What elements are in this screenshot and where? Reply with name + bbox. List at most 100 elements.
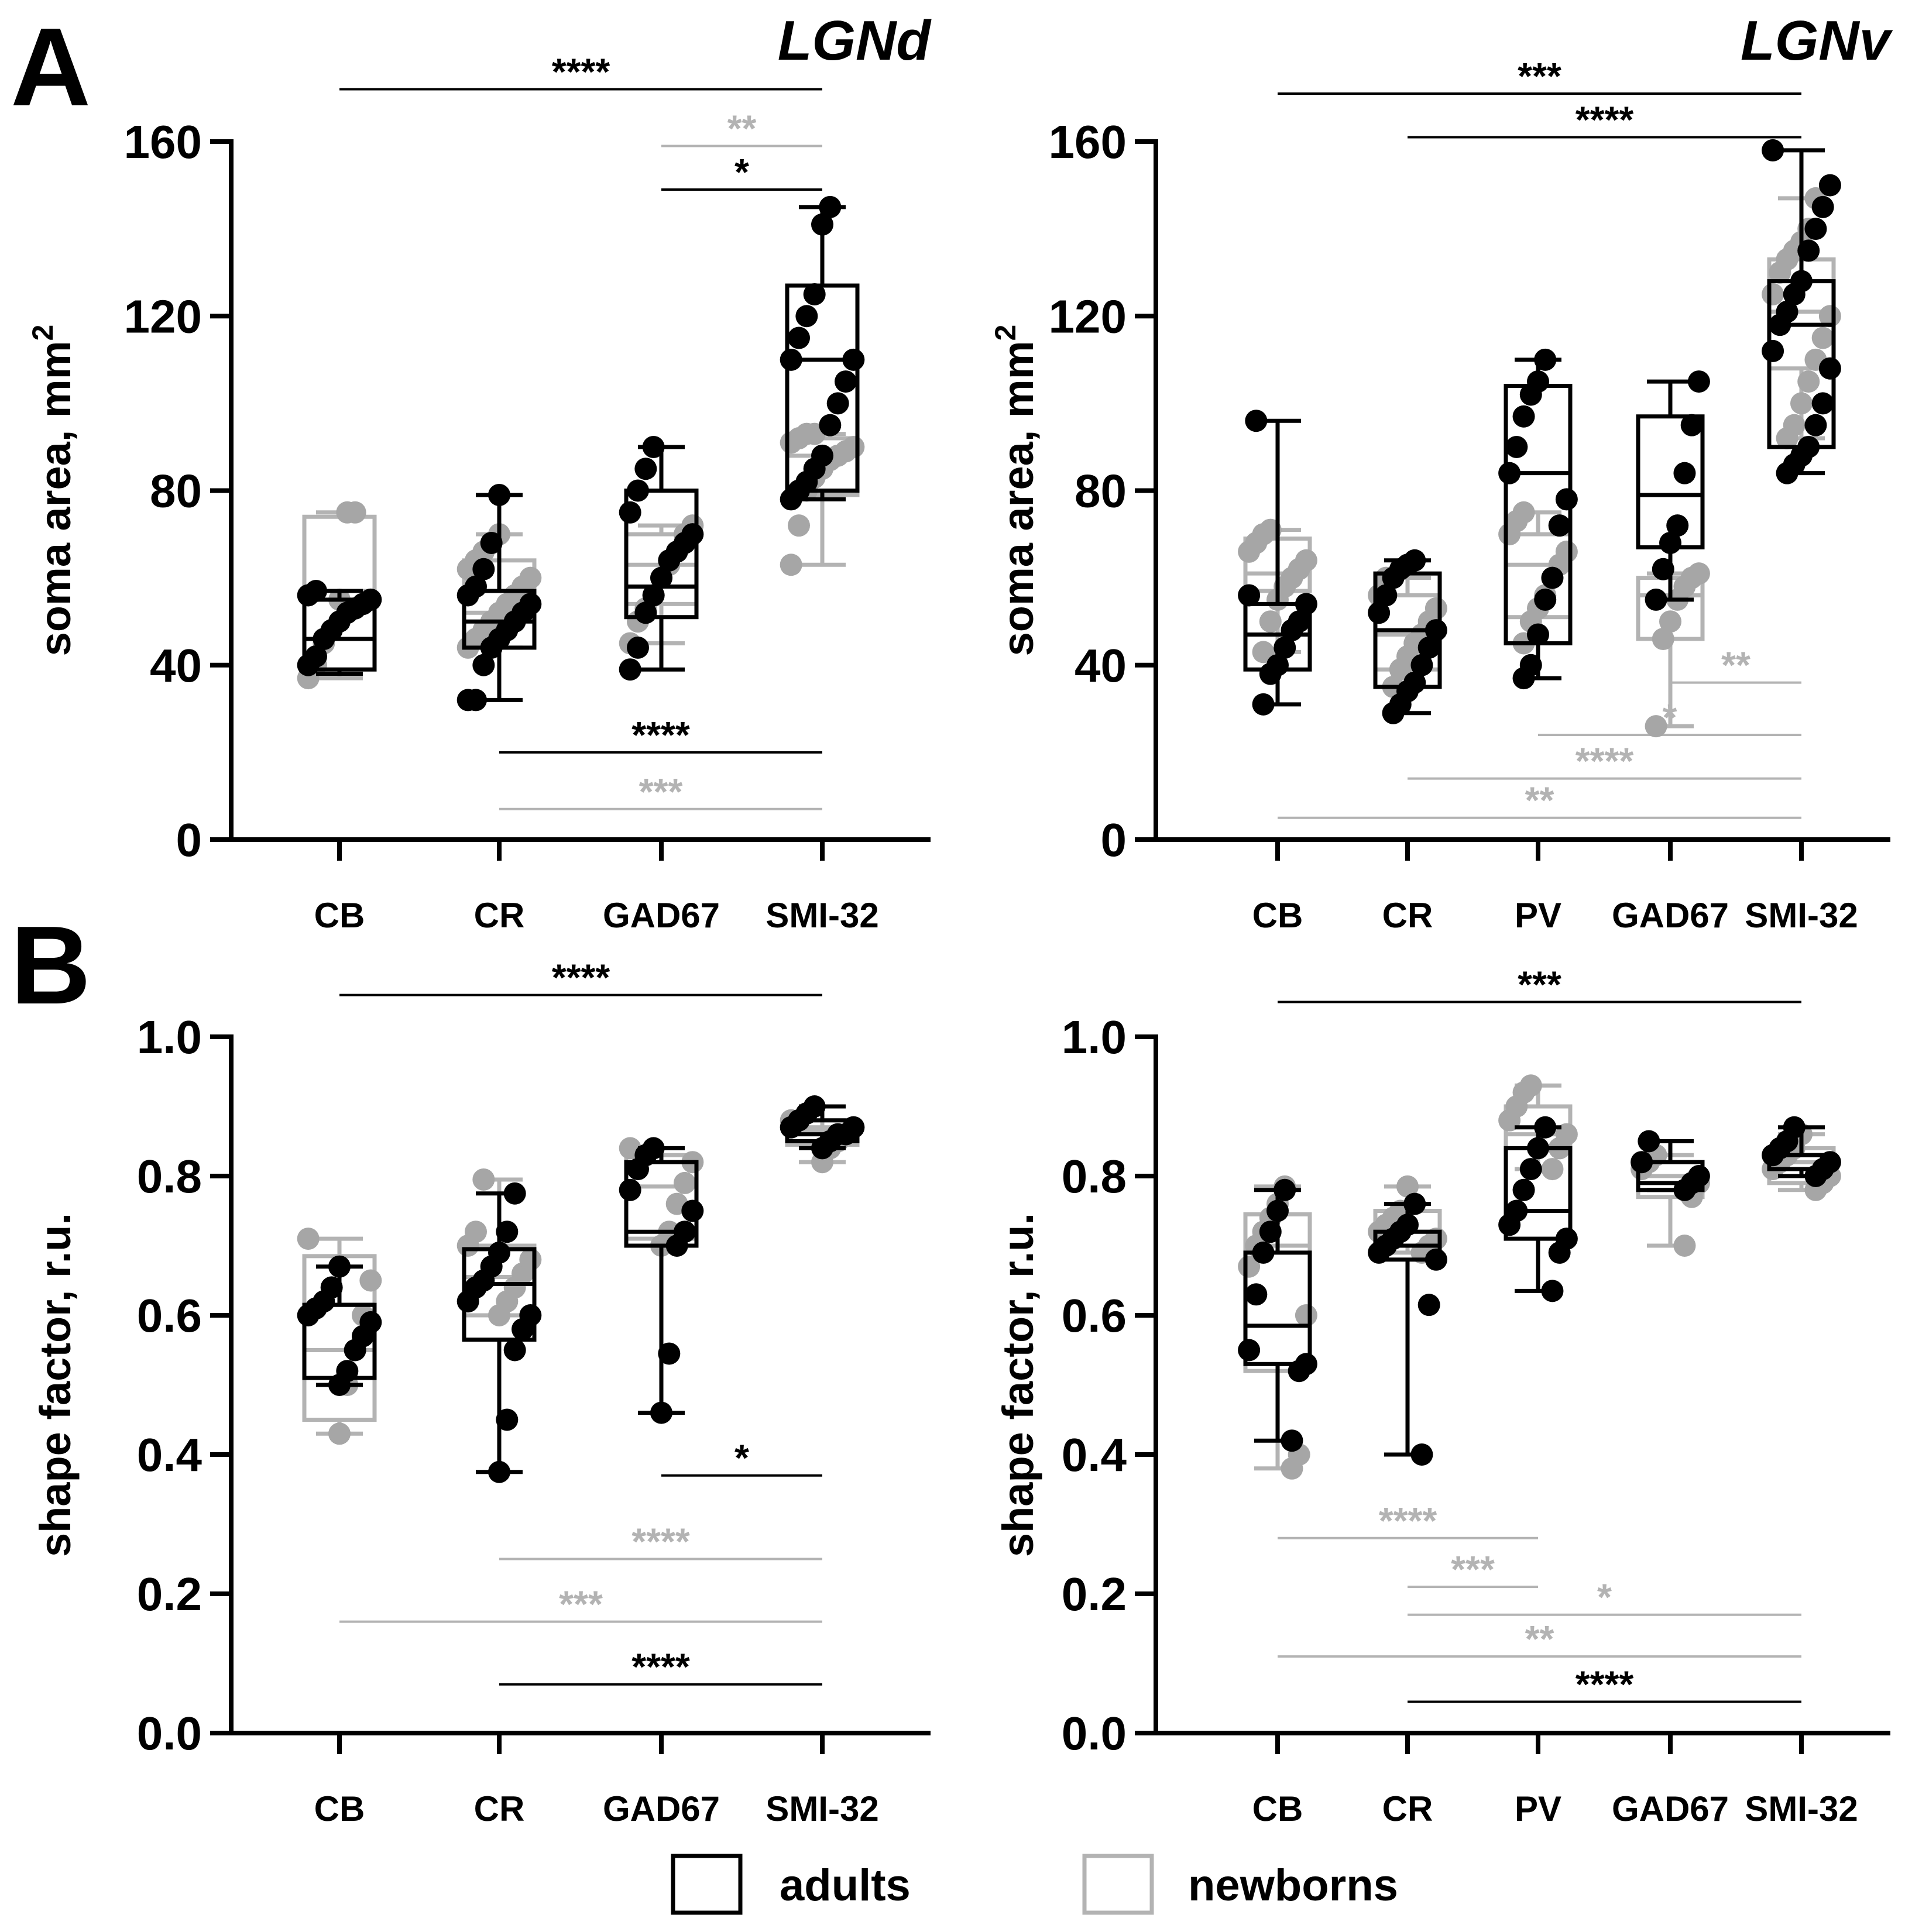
data-point <box>1238 1339 1261 1362</box>
data-point <box>803 1095 826 1118</box>
y-tick-label: 0.8 <box>1062 1150 1127 1202</box>
y-tick-label: 80 <box>1075 465 1127 517</box>
data-point <box>1811 326 1834 349</box>
data-point <box>1527 370 1549 393</box>
data-point <box>819 414 842 436</box>
data-point <box>1512 405 1535 428</box>
data-point <box>1274 636 1296 659</box>
data-point <box>1534 588 1557 611</box>
data-point <box>1534 348 1557 371</box>
data-point <box>1417 1294 1440 1316</box>
data-point <box>488 483 510 506</box>
box-adults-cb <box>1238 410 1317 716</box>
data-point <box>305 645 327 668</box>
data-point <box>359 588 382 611</box>
significance-label: **** <box>1379 1500 1437 1542</box>
y-tick-label: 0 <box>1101 814 1127 866</box>
data-point <box>1245 410 1268 432</box>
data-point <box>1804 414 1827 436</box>
data-point <box>465 575 487 598</box>
x-tick-label-gad67: GAD67 <box>603 1789 720 1828</box>
data-point <box>1252 693 1275 716</box>
data-point <box>1659 610 1681 633</box>
data-point <box>1818 357 1841 380</box>
significance-label: **** <box>1576 99 1634 141</box>
x-tick-label-smi-32: SMI-32 <box>766 1789 878 1828</box>
data-point <box>1512 1178 1535 1201</box>
box-adults-pv <box>1498 348 1578 690</box>
data-point <box>1797 239 1820 262</box>
x-tick-label-cr: CR <box>1382 1789 1433 1828</box>
data-point <box>1687 1165 1710 1187</box>
data-point <box>842 1116 865 1139</box>
data-point <box>1519 1074 1542 1097</box>
data-point <box>1245 1283 1268 1306</box>
box-rect <box>302 597 377 672</box>
data-point <box>650 1401 672 1424</box>
data-point <box>1687 370 1710 393</box>
data-point <box>642 584 665 607</box>
box-adults-gad67 <box>1636 370 1710 611</box>
data-point <box>1259 1221 1282 1243</box>
data-point <box>488 1241 510 1264</box>
y-tick-label: 0.8 <box>137 1150 202 1202</box>
data-point <box>1295 593 1317 616</box>
significance-label: **** <box>631 1521 690 1563</box>
legend-label-newborns: newborns <box>1188 1861 1398 1910</box>
y-tick-label: 0 <box>176 814 202 866</box>
box-adults-gad67 <box>619 435 704 681</box>
data-point <box>1797 370 1820 393</box>
data-point <box>1762 339 1784 362</box>
data-point <box>336 1360 359 1383</box>
data-point <box>681 523 704 546</box>
x-tick-label-smi-32: SMI-32 <box>766 896 878 935</box>
x-tick-label-gad67: GAD67 <box>1612 1789 1729 1828</box>
data-point <box>1659 531 1681 554</box>
data-point <box>297 1228 320 1250</box>
significance-label: **** <box>552 51 610 93</box>
series-adults <box>1238 139 1841 724</box>
box-adults-smi-32 <box>1762 139 1841 484</box>
data-point <box>619 1178 641 1201</box>
box-adults-cr <box>456 483 542 711</box>
data-point <box>359 1311 382 1333</box>
data-point <box>1512 501 1535 524</box>
x-tick-label-cr: CR <box>474 1789 525 1828</box>
panel-label-b: B <box>11 903 91 1027</box>
data-point <box>1281 1429 1303 1452</box>
x-tick-label-cr: CR <box>474 896 525 935</box>
data-point <box>1519 1158 1542 1181</box>
data-point <box>1527 1137 1549 1160</box>
data-point <box>627 636 649 659</box>
data-point <box>1790 270 1813 293</box>
data-point <box>780 348 802 371</box>
x-tick-label-pv: PV <box>1515 1789 1561 1828</box>
data-point <box>1505 1199 1528 1222</box>
box-adults-gad67 <box>619 1137 704 1424</box>
significance-label: ** <box>1721 644 1750 686</box>
data-point <box>488 1460 510 1483</box>
data-point <box>1403 1192 1426 1215</box>
data-point <box>842 435 865 458</box>
x-tick-label-cb: CB <box>1252 896 1303 935</box>
box-adults-smi-32 <box>1762 1116 1841 1187</box>
y-tick-label: 0.4 <box>137 1429 202 1481</box>
data-point <box>1652 628 1674 651</box>
data-point <box>1425 1248 1447 1271</box>
significance-label: *** <box>1518 964 1561 1006</box>
data-point <box>642 1137 665 1160</box>
y-tick-label: 40 <box>150 640 202 692</box>
data-point <box>1790 392 1813 415</box>
data-point <box>1288 610 1310 633</box>
data-point <box>1266 1199 1289 1222</box>
data-point <box>1811 392 1834 415</box>
box-adults-cr <box>1368 549 1447 724</box>
data-point <box>1645 715 1667 738</box>
data-point <box>1680 414 1703 436</box>
data-point <box>634 601 657 624</box>
data-point <box>788 514 810 537</box>
data-point <box>1804 218 1827 240</box>
significance-label: * <box>1597 1576 1612 1618</box>
data-point <box>795 305 818 328</box>
x-tick-label-gad67: GAD67 <box>603 896 720 935</box>
